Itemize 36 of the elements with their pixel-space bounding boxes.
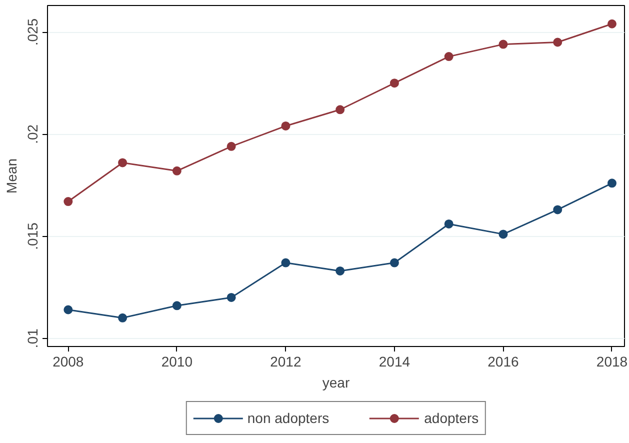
y-tick-label: .02 — [24, 124, 40, 144]
point — [390, 258, 399, 268]
x-tick-label: 2016 — [488, 354, 520, 370]
y-tick-label: .01 — [24, 328, 40, 348]
point — [390, 78, 399, 88]
point — [226, 142, 236, 151]
point — [172, 166, 182, 176]
x-tick-label: 2018 — [596, 354, 628, 370]
x-tick-label: 2014 — [378, 354, 410, 370]
point — [498, 230, 508, 239]
point — [118, 313, 128, 322]
point — [118, 158, 128, 168]
point — [172, 301, 182, 310]
point — [226, 293, 236, 302]
y-axis-title: Mean — [4, 158, 20, 194]
point — [64, 305, 73, 314]
x-tick-label: 2010 — [161, 354, 193, 370]
legend-label: non adopters — [247, 410, 330, 426]
point — [553, 38, 562, 47]
point — [336, 266, 345, 276]
x-axis-title: year — [322, 374, 350, 390]
legend-label: adopters — [424, 410, 479, 426]
point — [553, 205, 562, 214]
point — [498, 40, 508, 49]
point — [336, 105, 345, 114]
point — [444, 219, 454, 228]
point — [607, 178, 616, 188]
y-tick-label: .025 — [24, 18, 40, 46]
y-tick-label: .015 — [24, 222, 40, 250]
point — [607, 19, 616, 28]
point — [64, 197, 73, 206]
x-tick-label: 2008 — [52, 354, 84, 370]
point — [281, 258, 290, 268]
x-tick-label: 2012 — [270, 354, 302, 370]
point — [444, 52, 454, 62]
point — [281, 121, 290, 130]
